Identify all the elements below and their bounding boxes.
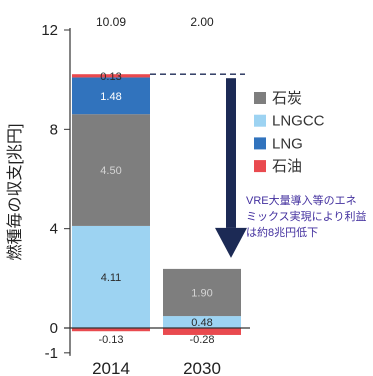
annotation-text-line: ミックス実現により利益 [246, 209, 366, 223]
bar-segment-2014-lng [72, 77, 150, 115]
bar-segment-2030-oil-negative [163, 328, 241, 335]
bar-2030: -0.28 0.48 1.90 2.00 2030 [163, 15, 241, 376]
bar-segment-2014-oil [72, 74, 150, 78]
y-tick-label: 4 [50, 221, 58, 238]
y-axis: 12 8 4 0 -1 [41, 22, 71, 362]
data-label: 1.48 [100, 91, 121, 103]
legend-item-lngcc: LNGCC [254, 113, 325, 130]
legend-item-lng: LNG [254, 135, 303, 152]
legend-item-coal: 石炭 [254, 90, 302, 107]
y-tick-label: 8 [50, 121, 58, 138]
annotation-text-line: は約8兆円低下 [246, 225, 318, 239]
y-tick-label: -1 [45, 345, 58, 362]
bar-total-label: 2.00 [190, 15, 214, 29]
bar-2014: -0.13 4.11 4.50 1.48 0.13 10.09 2014 [72, 15, 150, 376]
legend-swatch [254, 137, 266, 150]
legend-swatch [254, 92, 266, 104]
legend-label: LNGCC [272, 113, 325, 130]
bar-segment-2014-lngcc [72, 225, 150, 328]
y-tick-label: 0 [50, 320, 58, 337]
bar-segment-2030-lngcc [163, 316, 241, 328]
annotation-text-line: VRE大量導入等のエネ [246, 193, 357, 207]
legend-label: 石炭 [272, 90, 302, 107]
data-label: 4.50 [100, 165, 121, 177]
annotation-arrow-shaft [226, 78, 236, 228]
bar-segment-2030-coal [163, 268, 241, 317]
legend: 石炭 LNGCC LNG 石油 [254, 90, 325, 175]
y-axis-title: 燃種毎の収支[兆円] [6, 124, 24, 261]
data-label: 4.11 [101, 272, 122, 284]
data-label: -0.28 [189, 334, 214, 346]
legend-swatch [254, 114, 266, 127]
bar-segment-2014-coal [72, 114, 150, 226]
x-tick-label: 2030 [183, 359, 221, 376]
legend-label: 石油 [272, 158, 302, 175]
y-tick-label: 12 [41, 22, 58, 39]
data-label: 1.90 [191, 287, 212, 299]
legend-label: LNG [272, 135, 303, 152]
annotation-arrow-head [215, 227, 247, 258]
legend-swatch [254, 160, 266, 173]
x-tick-label: 2014 [92, 359, 130, 376]
bar-segment-2014-oil-negative [72, 328, 150, 332]
bars: -0.13 4.11 4.50 1.48 0.13 10.09 2014 -0.28 0.48 1… [72, 15, 241, 376]
data-label: 0.48 [191, 317, 212, 329]
bar-total-label: 10.09 [96, 15, 126, 29]
legend-item-oil: 石油 [254, 158, 302, 175]
data-label: -0.13 [98, 334, 123, 346]
data-label: 0.13 [100, 71, 121, 83]
